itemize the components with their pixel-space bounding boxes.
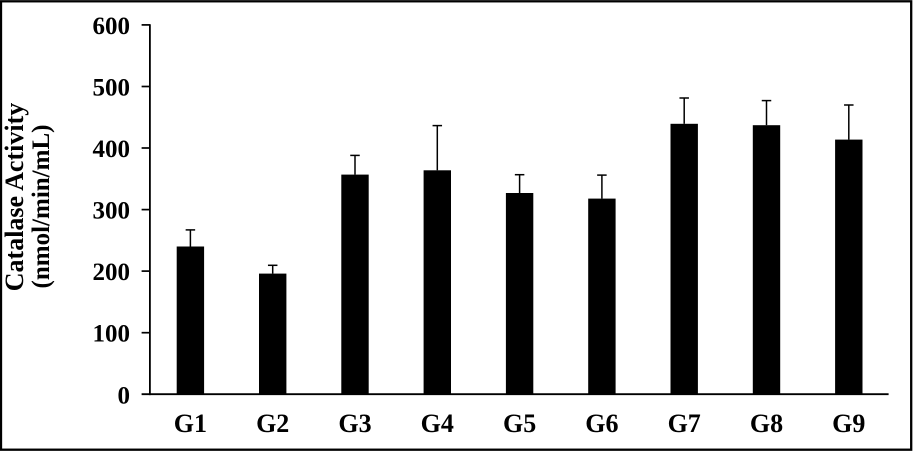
svg-text:G6: G6 xyxy=(585,409,618,438)
svg-text:500: 500 xyxy=(93,75,131,102)
svg-text:G9: G9 xyxy=(832,409,865,438)
svg-text:200: 200 xyxy=(93,259,131,286)
svg-text:400: 400 xyxy=(93,136,131,163)
svg-text:G3: G3 xyxy=(338,409,371,438)
svg-text:G5: G5 xyxy=(503,409,536,438)
svg-text:G1: G1 xyxy=(174,409,207,438)
svg-text:G4: G4 xyxy=(421,409,454,438)
svg-text:0: 0 xyxy=(118,382,131,409)
svg-text:100: 100 xyxy=(93,321,131,348)
svg-text:G7: G7 xyxy=(668,409,701,438)
svg-text:G2: G2 xyxy=(256,409,289,438)
svg-text:Catalase Activity: Catalase Activity xyxy=(0,103,29,291)
svg-text:(nmol/min/mL): (nmol/min/mL) xyxy=(28,125,55,289)
svg-text:300: 300 xyxy=(93,198,131,225)
svg-text:600: 600 xyxy=(93,13,131,40)
svg-text:G8: G8 xyxy=(750,409,783,438)
